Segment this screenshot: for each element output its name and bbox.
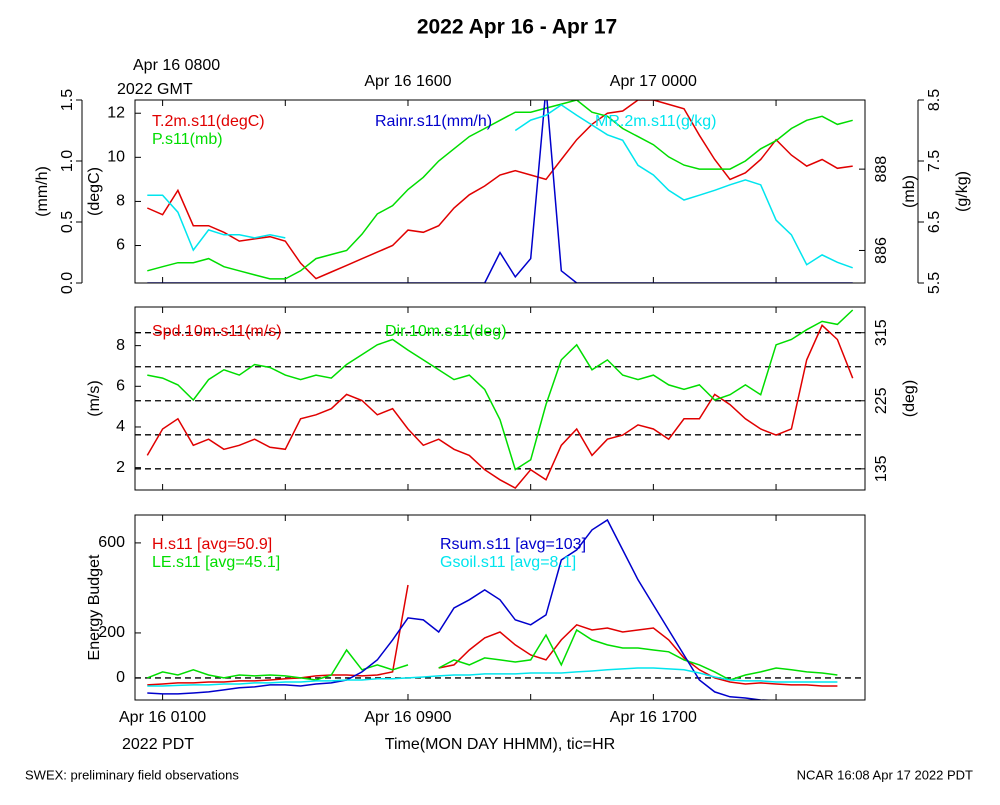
y-tick-label: 5.5 xyxy=(926,272,943,294)
y-axis-label: (degC) xyxy=(86,167,103,216)
y-tick-label: 315 xyxy=(873,319,890,346)
x-axis-label: Time(MON DAY HHMM), tic=HR xyxy=(385,736,615,753)
y-tick-label: 0.0 xyxy=(59,272,76,294)
legend-label: Rsum.s11 [avg=103] xyxy=(440,536,586,553)
legend-label: LE.s11 [avg=45.1] xyxy=(152,554,280,571)
legend-label: Dir.10m.s11(deg) xyxy=(385,323,507,340)
y-tick-label: 6 xyxy=(116,237,125,254)
plot-frame xyxy=(134,514,866,701)
plot-area xyxy=(147,518,838,700)
y-tick-label: 8 xyxy=(116,193,125,210)
y-tick-label: 0.5 xyxy=(59,211,76,233)
x-tick-label: Apr 16 1700 xyxy=(610,709,697,726)
y-axis-label: (mm/h) xyxy=(34,166,51,217)
y-tick-label: 4 xyxy=(116,418,125,435)
x-top-tick-label: Apr 16 1600 xyxy=(364,73,451,90)
y-tick-label: 8.5 xyxy=(926,89,943,111)
y-tick-label: 10 xyxy=(107,149,125,166)
legend-label: MR.2m.s11(g/kg) xyxy=(595,113,717,130)
y-tick-label: 600 xyxy=(98,534,125,551)
y-tick-label: 0 xyxy=(116,669,125,686)
series-line xyxy=(147,100,853,283)
y-tick-label: 6.5 xyxy=(926,211,943,233)
series-line xyxy=(147,628,838,681)
x-top-tick-label: Apr 16 0800 xyxy=(133,57,220,74)
legend-label: H.s11 [avg=50.9] xyxy=(152,536,272,553)
legend-label: T.2m.s11(degC) xyxy=(152,113,265,130)
legend-label: Gsoil.s11 [avg=8.1] xyxy=(440,554,576,571)
legend-label: Rainr.s11(mm/h) xyxy=(375,113,492,130)
series-line xyxy=(147,667,838,687)
y-tick-label: 135 xyxy=(873,455,890,482)
y-tick-label: 12 xyxy=(107,104,125,121)
legend-label: P.s11(mb) xyxy=(152,131,223,148)
y-tick-label: 200 xyxy=(98,624,125,641)
y-tick-label: 2 xyxy=(116,459,125,476)
series-line xyxy=(146,324,854,489)
x-top-tick-label: Apr 17 0000 xyxy=(610,73,697,90)
footer-left: SWEX: preliminary field observations xyxy=(25,767,239,782)
y-axis-label: (m/s) xyxy=(86,380,103,416)
x-tick-label: Apr 16 0900 xyxy=(364,709,451,726)
y-tick-label: 6 xyxy=(116,378,125,395)
plot-area xyxy=(146,100,853,283)
y-tick-label: 8 xyxy=(116,337,125,354)
legend-label: Spd.10m.s11(m/s) xyxy=(152,323,282,340)
y-tick-label: 1.5 xyxy=(59,89,76,111)
plot-frame xyxy=(134,99,866,284)
footer-right: NCAR 16:08 Apr 17 2022 PDT xyxy=(797,767,973,782)
y-tick-label: 1.0 xyxy=(59,150,76,172)
series-line xyxy=(147,518,838,700)
plot-area xyxy=(146,309,854,489)
series-line xyxy=(147,309,854,471)
x-tick-label: Apr 16 0100 xyxy=(119,709,206,726)
y-tick-label: 886 xyxy=(873,237,890,264)
x-note-top: 2022 GMT xyxy=(117,81,193,98)
series-line xyxy=(146,100,853,280)
y-tick-label: 7.5 xyxy=(926,150,943,172)
series-line xyxy=(147,100,853,280)
y-axis-label: (deg) xyxy=(901,380,918,417)
y-axis-label: Energy Budget xyxy=(86,554,103,660)
y-axis-label: (g/kg) xyxy=(954,171,971,212)
y-tick-label: 888 xyxy=(873,156,890,183)
plot-frame xyxy=(134,306,866,491)
series-line xyxy=(147,584,838,687)
chart-title: 2022 Apr 16 - Apr 17 xyxy=(417,16,617,39)
y-axis-label: (mb) xyxy=(901,175,918,208)
series-line xyxy=(147,103,853,269)
x-note-bottom: 2022 PDT xyxy=(122,736,194,753)
y-tick-label: 225 xyxy=(873,387,890,414)
